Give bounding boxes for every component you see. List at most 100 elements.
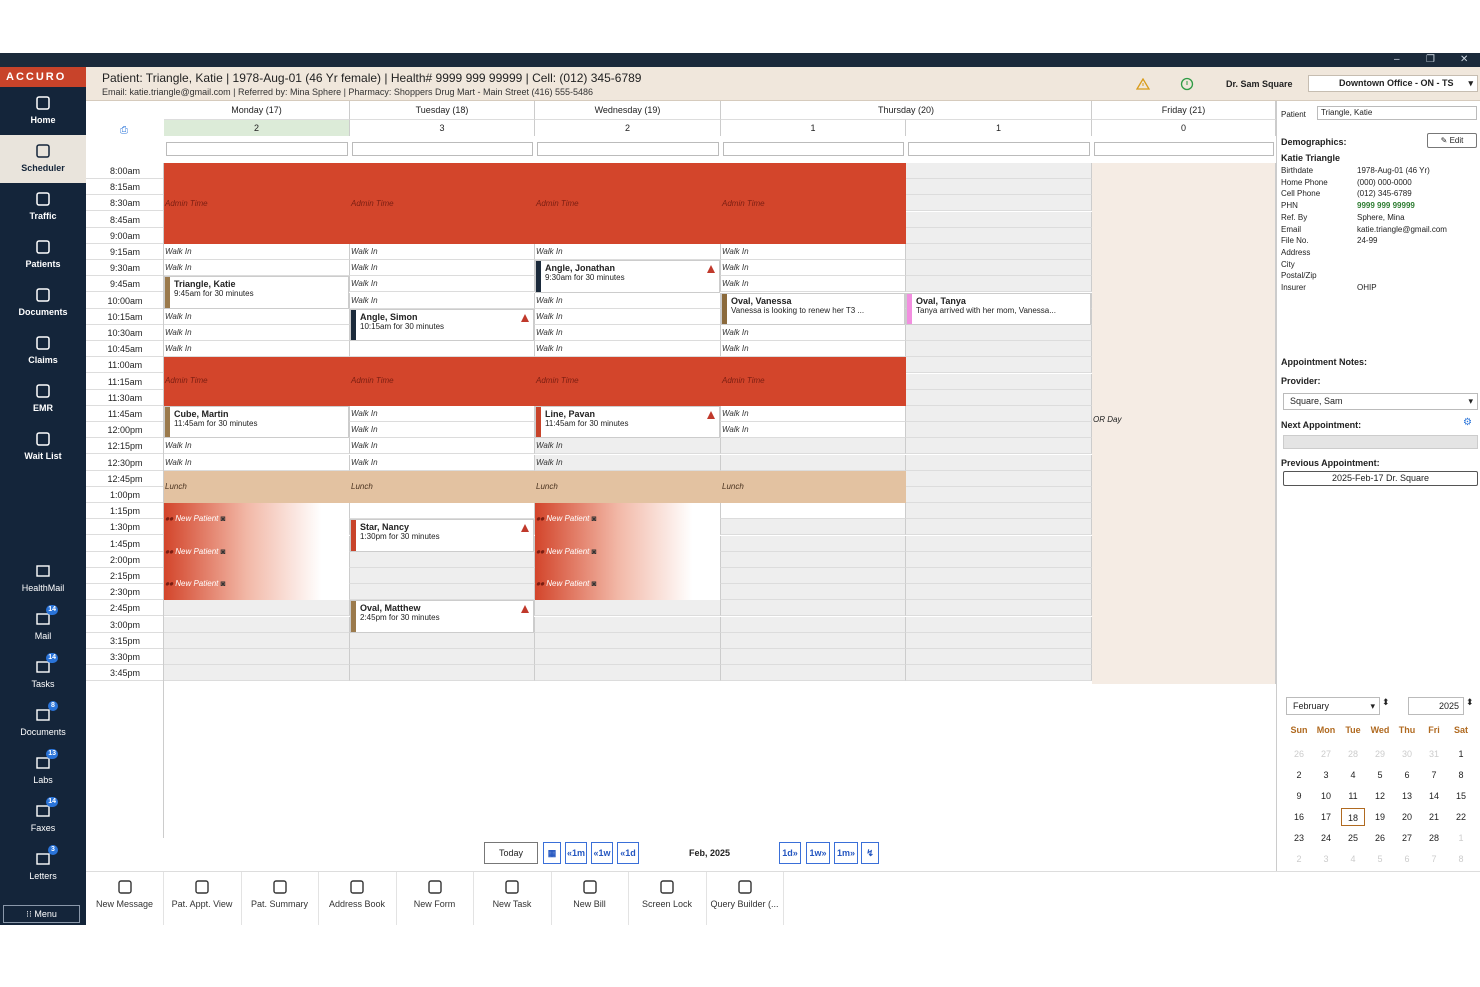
lunch-block[interactable]: Lunch bbox=[164, 470, 350, 504]
patient-field[interactable]: Triangle, Katie bbox=[1317, 106, 1477, 120]
calendar-day[interactable]: 3 bbox=[1323, 770, 1329, 780]
calendar-day[interactable]: 26 bbox=[1293, 749, 1304, 759]
warning-icon[interactable] bbox=[1136, 78, 1150, 90]
walk-in-slot[interactable]: Walk In bbox=[536, 344, 563, 354]
calendar-day[interactable]: 6 bbox=[1404, 770, 1410, 780]
restore-button[interactable]: ❐ bbox=[1426, 54, 1435, 65]
slot-cell[interactable] bbox=[906, 616, 1092, 633]
slot-cell[interactable] bbox=[535, 341, 721, 358]
slot-cell[interactable] bbox=[906, 454, 1092, 471]
walk-in-slot[interactable]: Walk In bbox=[722, 279, 749, 289]
or-day-block[interactable]: OR Day bbox=[1092, 163, 1276, 685]
walk-in-slot[interactable]: Walk In bbox=[351, 441, 378, 451]
admin-time-block[interactable]: Admin Time bbox=[350, 357, 535, 406]
appointment-card[interactable]: Angle, Simon 10:15am for 30 minutes bbox=[350, 308, 534, 342]
calendar-day[interactable]: 8 bbox=[1458, 854, 1464, 864]
slot-cell[interactable] bbox=[906, 341, 1092, 358]
provider-select[interactable]: Square, Sam ▾ bbox=[1283, 393, 1478, 410]
calendar-day[interactable]: 29 bbox=[1374, 749, 1385, 759]
toolbar-query-builder[interactable]: Query Builder (... bbox=[706, 872, 784, 925]
refresh-icon[interactable]: ↯ bbox=[861, 842, 879, 864]
menu-button[interactable]: ⁝⁝ Menu bbox=[3, 905, 80, 923]
appointment-card[interactable]: Star, Nancy 1:30pm for 30 minutes bbox=[350, 519, 534, 552]
slot-cell[interactable] bbox=[350, 260, 535, 277]
print-icon[interactable]: ⎙ bbox=[120, 125, 128, 136]
toolbar-screen-lock[interactable]: Screen Lock bbox=[629, 872, 707, 925]
forward-day-button[interactable]: 1d» bbox=[779, 842, 801, 864]
slot-cell[interactable] bbox=[906, 600, 1092, 617]
slot-cell[interactable] bbox=[721, 260, 906, 277]
day-note-input[interactable] bbox=[908, 142, 1090, 156]
patient-summary-line[interactable]: Patient: Triangle, Katie | 1978-Aug-01 (… bbox=[102, 71, 642, 85]
slot-cell[interactable] bbox=[350, 438, 535, 455]
walk-in-slot[interactable]: Walk In bbox=[351, 247, 378, 256]
lunch-block[interactable]: Lunch bbox=[350, 470, 535, 504]
back-month-button[interactable]: «1m bbox=[565, 842, 587, 864]
walk-in-slot[interactable]: Walk In bbox=[165, 328, 192, 337]
toolbar-pat-appt-view[interactable]: Pat. Appt. View bbox=[164, 872, 242, 925]
inbox-letters[interactable]: 3 Letters bbox=[0, 845, 86, 891]
nav-emr[interactable]: EMR bbox=[0, 375, 86, 423]
calendar-day[interactable]: 6 bbox=[1404, 854, 1410, 864]
calendar-picker-icon[interactable]: ▦ bbox=[543, 842, 561, 864]
forward-month-button[interactable]: 1m» bbox=[834, 842, 858, 864]
walk-in-slot[interactable]: Walk In bbox=[536, 247, 563, 256]
calendar-day[interactable]: 18 bbox=[1341, 808, 1365, 826]
slot-cell[interactable] bbox=[164, 454, 350, 471]
calendar-day[interactable]: 8 bbox=[1458, 770, 1464, 780]
calendar-day[interactable]: 20 bbox=[1401, 812, 1412, 822]
next-appointment-field[interactable] bbox=[1283, 435, 1478, 449]
day-note-input[interactable] bbox=[537, 142, 719, 156]
walk-in-slot[interactable]: Walk In bbox=[536, 295, 563, 305]
walk-in-slot[interactable]: Walk In bbox=[351, 295, 378, 305]
inbox-labs[interactable]: 13 Labs bbox=[0, 749, 86, 795]
walk-in-slot[interactable]: Walk In bbox=[351, 425, 378, 435]
slot-cell[interactable] bbox=[906, 535, 1092, 552]
slot-cell[interactable] bbox=[906, 325, 1092, 341]
admin-time-block[interactable]: Admin Time bbox=[721, 163, 906, 244]
back-week-button[interactable]: «1w bbox=[591, 842, 613, 864]
slot-cell[interactable] bbox=[906, 551, 1092, 568]
office-select[interactable]: Downtown Office - ON - TS ▾ bbox=[1308, 75, 1478, 92]
slot-cell[interactable] bbox=[906, 227, 1092, 244]
slot-cell[interactable] bbox=[164, 438, 350, 455]
toolbar-new-task[interactable]: New Task bbox=[474, 872, 552, 925]
toolbar-new-message[interactable]: New Message bbox=[86, 872, 164, 925]
slot-cell[interactable] bbox=[906, 649, 1092, 665]
inbox-faxes[interactable]: 14 Faxes bbox=[0, 797, 86, 843]
lunch-block[interactable]: Lunch bbox=[721, 470, 906, 504]
slot-cell[interactable] bbox=[164, 341, 350, 358]
calendar-day[interactable]: 5 bbox=[1377, 770, 1383, 780]
day-header[interactable]: Thursday (20) bbox=[721, 101, 1092, 119]
slot-cell[interactable] bbox=[164, 325, 350, 341]
nav-home[interactable]: Home bbox=[0, 87, 86, 135]
slot-cell[interactable] bbox=[906, 438, 1092, 455]
calendar-day[interactable]: 31 bbox=[1428, 749, 1439, 759]
previous-appointment-button[interactable]: 2025-Feb-17 Dr. Square bbox=[1283, 471, 1478, 486]
inbox-mail[interactable]: 14 Mail bbox=[0, 605, 86, 651]
walk-in-slot[interactable]: Walk In bbox=[165, 441, 192, 451]
admin-time-block[interactable]: Admin Time bbox=[535, 357, 721, 406]
calendar-day[interactable]: 27 bbox=[1401, 833, 1412, 843]
calendar-day[interactable]: 30 bbox=[1401, 749, 1412, 759]
slot-cell[interactable] bbox=[906, 389, 1092, 406]
slot-cell[interactable] bbox=[535, 308, 721, 325]
walk-in-slot[interactable]: Walk In bbox=[351, 409, 378, 418]
slot-cell[interactable] bbox=[721, 341, 906, 358]
walk-in-slot[interactable]: Walk In bbox=[351, 263, 378, 273]
slot-cell[interactable] bbox=[535, 244, 721, 260]
walk-in-slot[interactable]: Walk In bbox=[165, 457, 192, 467]
walk-in-slot[interactable]: Walk In bbox=[536, 457, 563, 467]
calendar-day[interactable]: 28 bbox=[1347, 749, 1358, 759]
slot-cell[interactable] bbox=[906, 584, 1092, 601]
walk-in-slot[interactable]: Walk In bbox=[165, 263, 192, 273]
slot-cell[interactable] bbox=[906, 406, 1092, 422]
inbox-tasks[interactable]: 14 Tasks bbox=[0, 653, 86, 699]
slot-cell[interactable] bbox=[906, 519, 1092, 536]
day-header[interactable]: Wednesday (19) bbox=[535, 101, 721, 119]
walk-in-slot[interactable]: Walk In bbox=[722, 344, 749, 354]
minimize-button[interactable]: – bbox=[1394, 54, 1400, 65]
admin-time-block[interactable]: Admin Time bbox=[721, 357, 906, 406]
slot-cell[interactable] bbox=[906, 163, 1092, 179]
nav-patients[interactable]: Patients bbox=[0, 231, 86, 279]
